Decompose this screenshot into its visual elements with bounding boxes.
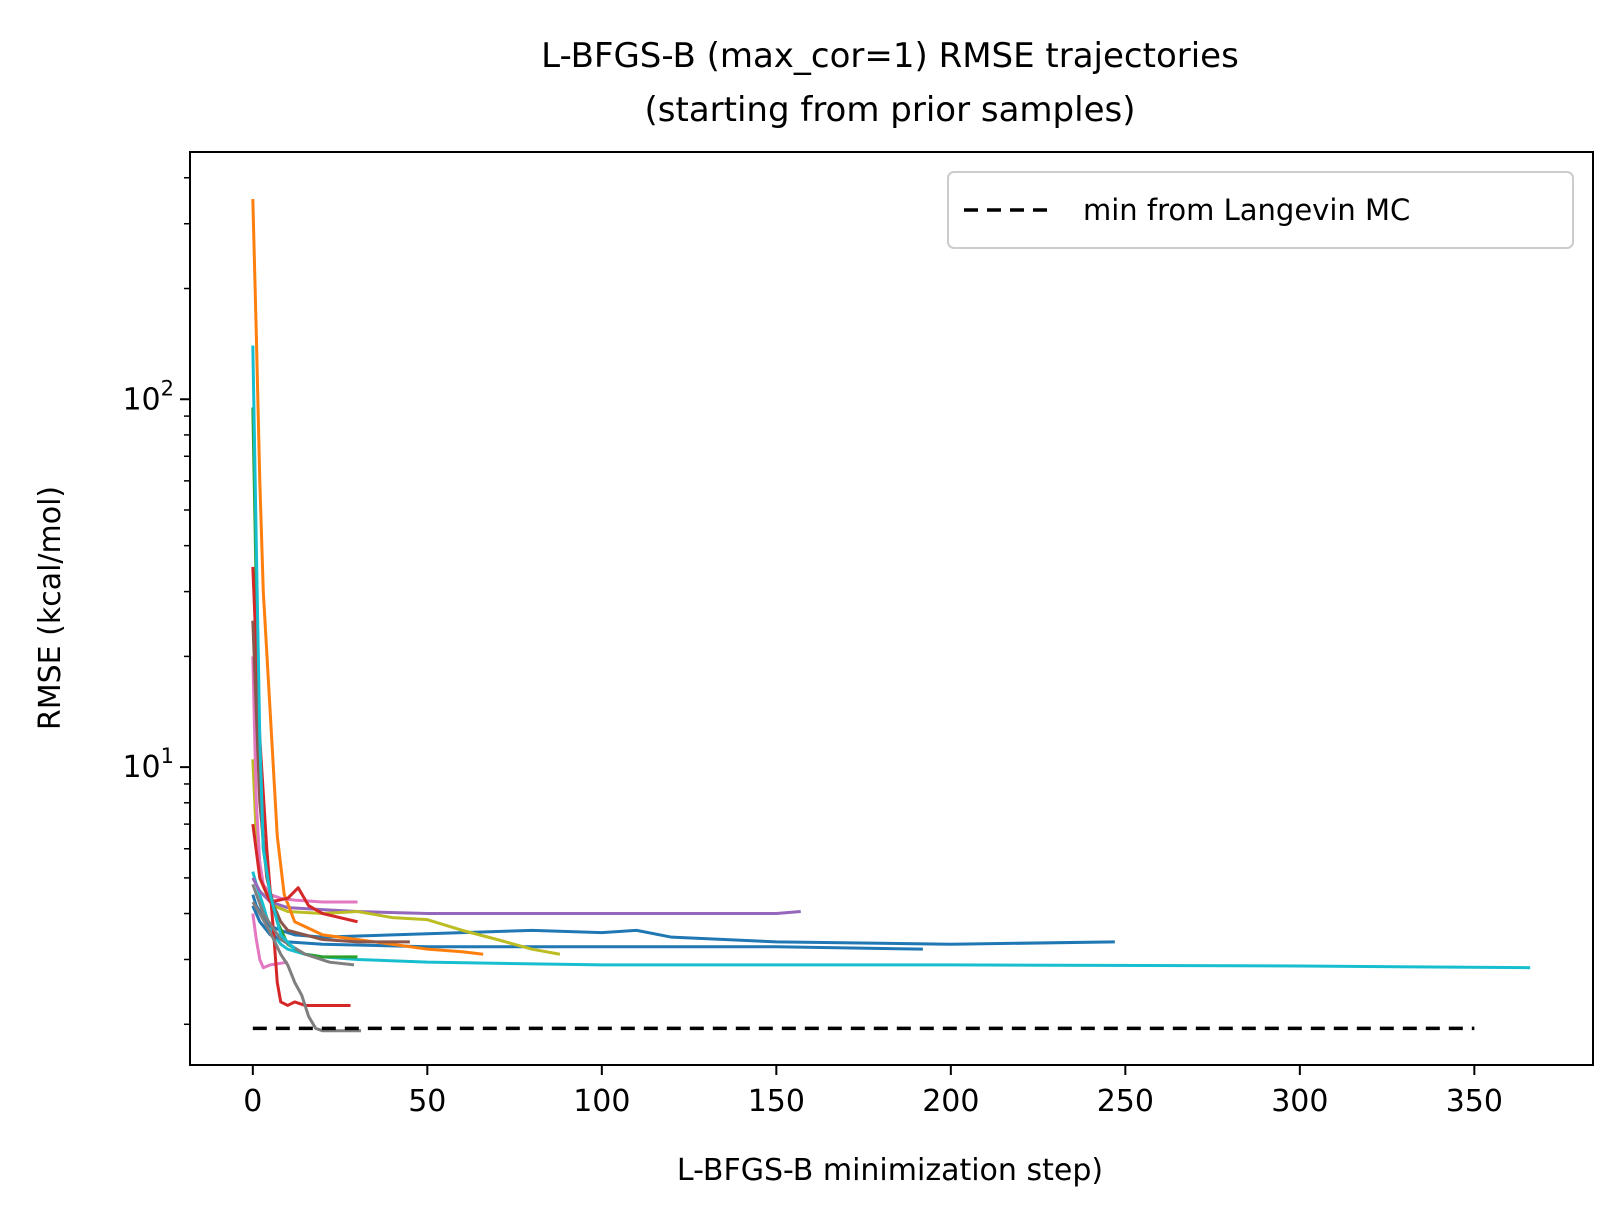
- series-layer: [251, 199, 1531, 1033]
- series-line-6: [251, 199, 484, 956]
- y-tick-label: 101: [122, 744, 174, 785]
- y-tick-label: 102: [122, 376, 174, 417]
- x-tick-label: 350: [1446, 1084, 1503, 1119]
- series-line-1: [251, 871, 1531, 970]
- x-tick-label: 0: [243, 1084, 262, 1119]
- x-tick-label: 300: [1271, 1084, 1328, 1119]
- plot-area: [251, 199, 1531, 1033]
- series-line-13: [251, 901, 362, 1033]
- legend: min from Langevin MC: [947, 171, 1574, 249]
- series-line-11: [251, 823, 358, 924]
- x-axis: 0 50 100 150 200 250 300 350: [243, 1065, 1503, 1119]
- x-tick-label: 250: [1097, 1084, 1154, 1119]
- x-tick-label: 50: [408, 1084, 446, 1119]
- series-line-3: [251, 905, 923, 951]
- legend-label: min from Langevin MC: [1083, 193, 1410, 227]
- chart-subtitle: (starting from prior samples): [645, 90, 1136, 130]
- chart-title: L-BFGS-B (max_cor=1) RMSE trajectories: [541, 36, 1239, 76]
- series-line-15: [251, 345, 296, 951]
- x-tick-label: 100: [573, 1084, 630, 1119]
- x-axis-label: L-BFGS-B minimization step): [677, 1153, 1103, 1188]
- series-line-10: [251, 566, 351, 1007]
- x-tick-label: 150: [748, 1084, 805, 1119]
- y-axis: 101 102: [122, 177, 190, 1026]
- x-tick-label: 200: [922, 1084, 979, 1119]
- series-line-4: [251, 877, 801, 916]
- legend-box: [947, 171, 1574, 249]
- series-line-8: [251, 913, 288, 970]
- series-line-2: [251, 894, 1115, 946]
- plot-frame: [189, 151, 1594, 1066]
- y-axis-label: RMSE (kcal/mol): [33, 486, 68, 730]
